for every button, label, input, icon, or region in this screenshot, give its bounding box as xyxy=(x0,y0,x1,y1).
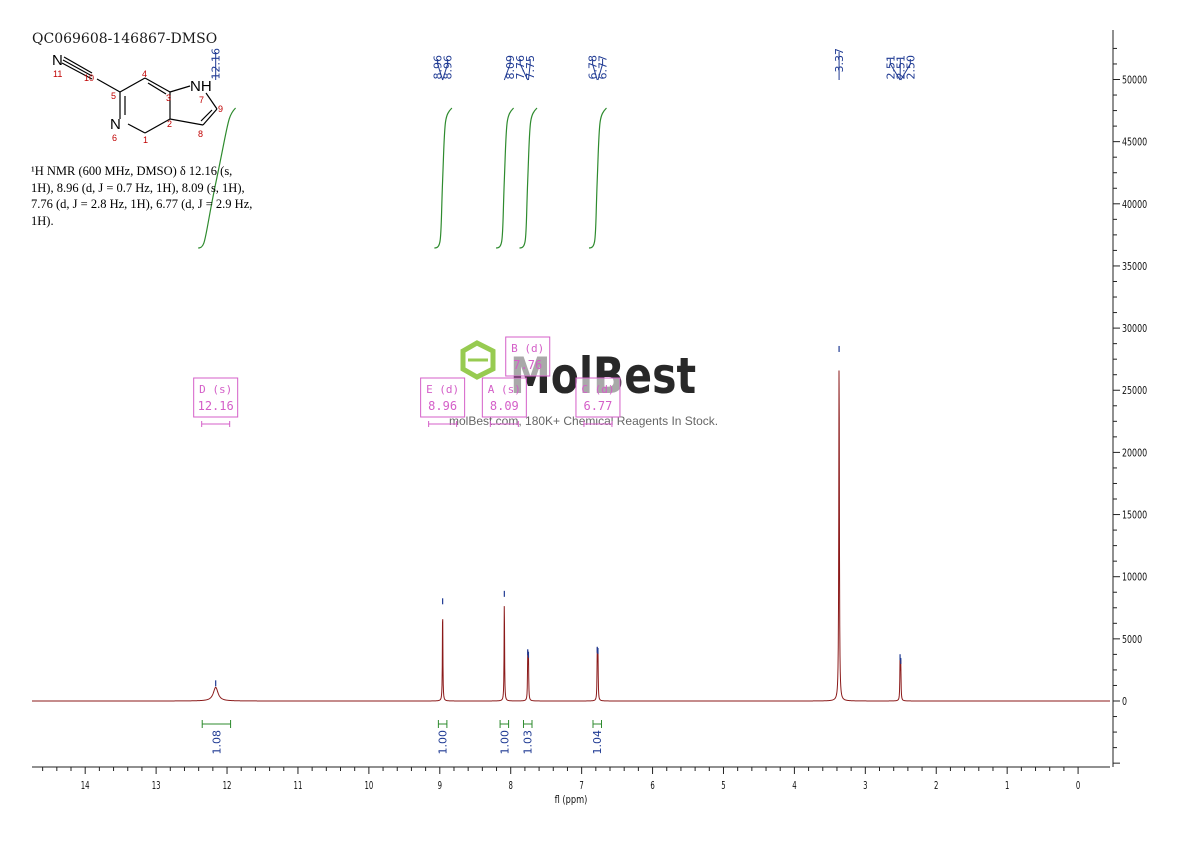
multiplet-box xyxy=(193,377,239,418)
y-tick-label: 35000 xyxy=(1122,261,1147,274)
integral-value: 1.00 xyxy=(498,730,511,755)
x-tick-label: 14 xyxy=(81,780,90,793)
atom-num-6: 6 xyxy=(112,133,117,143)
multiplet-type: A (s) xyxy=(488,383,521,396)
multiplet-type: B (d) xyxy=(511,342,544,355)
x-tick-label: 9 xyxy=(438,780,442,793)
atom-num-5: 5 xyxy=(111,91,116,101)
peak-label-leader xyxy=(442,59,449,81)
peak-label-leader xyxy=(900,59,911,81)
integral-curve xyxy=(588,107,607,249)
multiplet-shift: 6.77 xyxy=(583,399,612,413)
multiplet-box xyxy=(481,377,527,418)
x-tick-label: 5 xyxy=(721,780,725,793)
x-tick-label: 8 xyxy=(509,780,513,793)
multiplet-shift: 8.96 xyxy=(428,399,457,413)
peak-label: 2.51 xyxy=(884,55,897,80)
peak-label: 2.51 xyxy=(894,55,907,80)
nmr-description-line: ¹H NMR (600 MHz, DMSO) δ 12.16 (s, xyxy=(31,164,233,178)
atom-nh7: NH xyxy=(190,78,212,95)
y-tick-label: 30000 xyxy=(1122,323,1147,336)
y-tick-label: 10000 xyxy=(1122,572,1147,585)
peak-label: 6.77 xyxy=(597,55,610,80)
nmr-description: ¹H NMR (600 MHz, DMSO) δ 12.16 (s, 1H), … xyxy=(31,163,291,229)
integral-value: 1.00 xyxy=(437,730,450,755)
peak-label-leader xyxy=(889,59,901,81)
spectrum-line xyxy=(32,370,1110,702)
x-tick-label: 6 xyxy=(650,780,654,793)
y-tick-label: 20000 xyxy=(1122,447,1147,460)
y-tick-label: 45000 xyxy=(1122,136,1147,149)
nmr-description-line: 1H). xyxy=(31,213,54,228)
atom-num-8: 8 xyxy=(198,129,203,139)
peak-label: 8.09 xyxy=(504,55,517,80)
peak-label-leader xyxy=(527,59,531,81)
peak-label-leader xyxy=(592,59,598,81)
y-tick-label: 50000 xyxy=(1122,74,1147,87)
multiplet-shift: 8.09 xyxy=(490,399,519,413)
x-tick-label: 7 xyxy=(579,780,583,793)
multiplet-shift: 12.16 xyxy=(198,399,234,413)
atom-num-9: 9 xyxy=(218,104,223,114)
atom-num-4: 4 xyxy=(142,69,147,79)
x-tick-label: 1 xyxy=(1005,780,1009,793)
integral-curve xyxy=(519,107,538,249)
atom-num-10: 10 xyxy=(84,73,94,83)
integral-value: 1.03 xyxy=(522,730,535,755)
x-tick-label: 0 xyxy=(1076,780,1080,793)
chemical-structure: N 11 10 5 4 3 NH 7 9 8 2 1 N 6 xyxy=(52,52,223,145)
peak-label: 7.76 xyxy=(514,55,527,80)
x-tick-label: 3 xyxy=(863,780,867,793)
spectrum xyxy=(32,345,1110,702)
y-tick-label: 40000 xyxy=(1122,199,1147,212)
sample-id: QC069608-146867-DMSO xyxy=(32,31,218,47)
multiplet-type: E (d) xyxy=(426,383,459,396)
structure-atoms: N 11 10 5 4 3 NH 7 9 8 2 1 N 6 xyxy=(52,52,223,145)
integral-value: 1.04 xyxy=(591,730,604,755)
multiplet-box xyxy=(505,336,551,377)
y-tick-label: 15000 xyxy=(1122,509,1147,522)
multiplet-shift: 7.76 xyxy=(513,358,542,372)
y-tick-label: 0 xyxy=(1122,696,1127,709)
x-tick-label: 12 xyxy=(223,780,232,793)
multiplet-box xyxy=(575,377,621,418)
integral-curve xyxy=(495,107,515,249)
peak-label-leader xyxy=(597,59,604,81)
atom-num-3: 3 xyxy=(166,93,171,103)
peak-label-leader xyxy=(519,59,529,81)
x-tick-label: 13 xyxy=(152,780,161,793)
y-tick-label: 25000 xyxy=(1122,385,1147,398)
nmr-description-line: 7.76 (d, J = 2.8 Hz, 1H), 6.77 (d, J = 2… xyxy=(31,197,253,211)
axes: 14 13 12 11 10 9 8 7 6 5 4 3 2 1 0fl (ppm)050001000015… xyxy=(32,30,1147,806)
atom-num-11: 11 xyxy=(53,69,62,79)
integral-bars: 1.08 1.00 1.00 1.03 1.04 xyxy=(201,720,604,755)
multiplet-type: D (s) xyxy=(199,383,232,396)
integral-curve xyxy=(434,107,453,249)
peak-label-leader xyxy=(503,59,511,81)
peak-labels: 12.168.968.968.097.767.756.786.773.372.5… xyxy=(210,48,917,81)
x-tick-label: 4 xyxy=(792,780,796,793)
integral-curves xyxy=(198,107,607,249)
atom-n6: N xyxy=(110,116,121,133)
x-tick-label: 11 xyxy=(294,780,303,793)
nmr-description-line: 1H), 8.96 (d, J = 0.7 Hz, 1H), 8.09 (s, … xyxy=(31,180,245,195)
multiplet-boxes: D (s) 12.16 E (d) 8.96 A (s) 8.09 B (d) 7.76 C (… xyxy=(193,336,621,427)
x-tick-label: 2 xyxy=(934,780,938,793)
molbest-logo-icon xyxy=(460,340,496,380)
peak-label-leader xyxy=(437,59,444,81)
x-tick-label: 10 xyxy=(364,780,373,793)
integral-curve xyxy=(198,107,237,249)
integral-value: 1.08 xyxy=(210,730,223,755)
multiplet-type: C (d) xyxy=(581,383,614,396)
atom-num-1: 1 xyxy=(143,135,148,145)
y-tick-label: 5000 xyxy=(1122,634,1142,647)
peak-label: 2.50 xyxy=(904,55,917,80)
atom-num-2: 2 xyxy=(167,119,172,129)
multiplet-box xyxy=(420,377,466,418)
atom-num-7: 7 xyxy=(199,95,204,105)
atom-n11: N xyxy=(52,52,63,69)
x-axis-label: fl (ppm) xyxy=(555,794,588,806)
peak-label: 7.75 xyxy=(524,55,537,80)
